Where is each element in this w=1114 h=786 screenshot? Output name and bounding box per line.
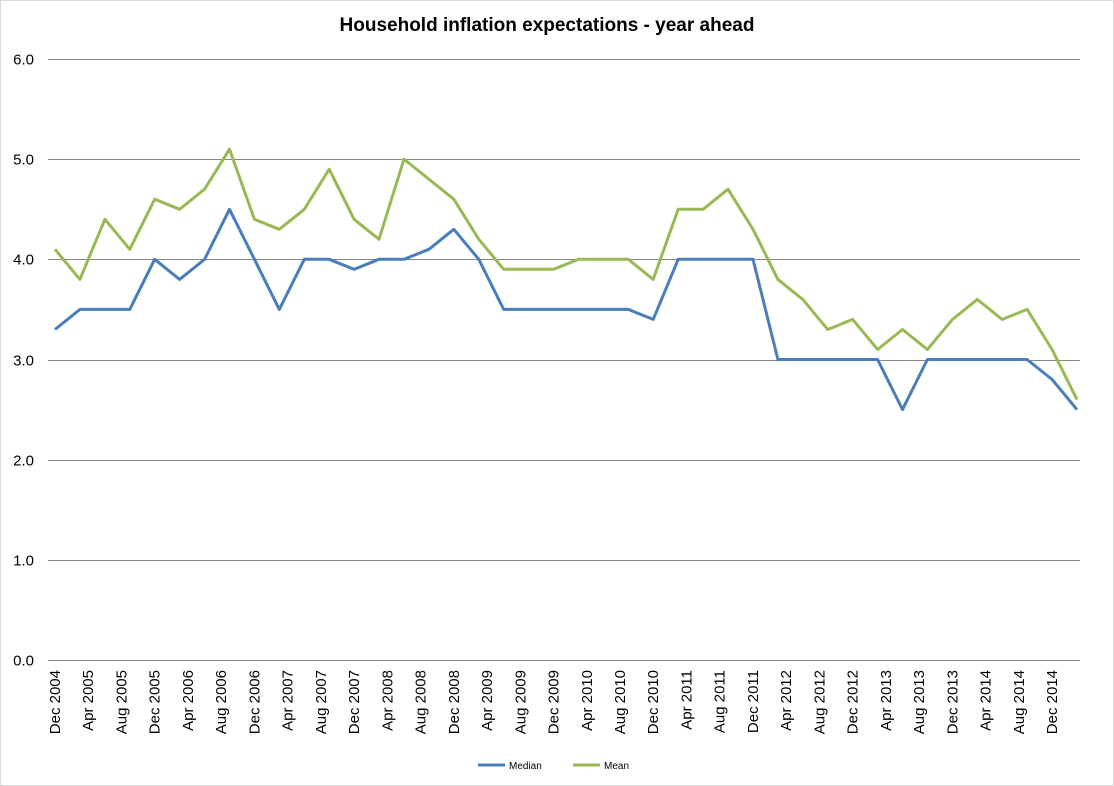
x-tick-label: Aug 2012 <box>811 670 828 734</box>
x-tick-label: Dec 2009 <box>546 670 563 734</box>
y-tick-label: 0.0 <box>13 653 34 670</box>
y-tick-label: 6.0 <box>13 52 34 69</box>
y-tick-label: 4.0 <box>13 252 34 269</box>
x-tick-label: Dec 2011 <box>745 670 762 733</box>
x-tick-label: Dec 2010 <box>645 670 662 734</box>
series-line-mean <box>53 147 1079 401</box>
x-tick-label: Aug 2013 <box>911 670 928 734</box>
x-tick-label: Apr 2007 <box>280 670 297 731</box>
y-tick-label: 1.0 <box>13 553 34 570</box>
chart-title: Household inflation expectations - year … <box>339 15 755 36</box>
y-tick-label: 2.0 <box>13 453 34 470</box>
x-tick-label: Aug 2014 <box>1011 670 1028 734</box>
x-tick-label: Aug 2008 <box>413 670 430 734</box>
x-tick-label: Aug 2005 <box>113 670 130 734</box>
y-tick-label: 3.0 <box>13 353 34 370</box>
x-tick-label: Aug 2007 <box>313 670 330 734</box>
x-tick-label: Apr 2010 <box>579 670 596 731</box>
x-tick-label: Dec 2013 <box>944 670 961 734</box>
series-line-median <box>54 207 1079 412</box>
y-tick-label: 5.0 <box>13 152 34 169</box>
x-tick-label: Dec 2014 <box>1044 670 1061 734</box>
x-tick-label: Dec 2008 <box>446 670 463 734</box>
x-tick-label: Aug 2011 <box>712 670 729 733</box>
x-tick-label: Apr 2012 <box>778 670 795 731</box>
x-tick-label: Dec 2004 <box>47 670 64 734</box>
x-tick-label: Dec 2006 <box>246 670 263 734</box>
x-tick-label: Apr 2008 <box>379 670 396 731</box>
x-tick-label: Dec 2005 <box>147 670 164 734</box>
x-tick-label: Aug 2006 <box>213 670 230 734</box>
x-tick-label: Apr 2006 <box>180 670 197 731</box>
x-tick-label: Apr 2013 <box>878 670 895 731</box>
legend-label: Median <box>509 761 542 772</box>
legend-label: Mean <box>604 761 629 772</box>
x-tick-label: Dec 2012 <box>845 670 862 734</box>
x-tick-label: Dec 2007 <box>346 670 363 734</box>
x-tick-label: Apr 2009 <box>479 670 496 731</box>
x-tick-label: Aug 2009 <box>512 670 529 734</box>
x-tick-label: Apr 2005 <box>80 670 97 731</box>
x-tick-label: Apr 2014 <box>978 670 995 731</box>
x-tick-label: Aug 2010 <box>612 670 629 734</box>
x-tick-label: Apr 2011 <box>678 670 695 730</box>
